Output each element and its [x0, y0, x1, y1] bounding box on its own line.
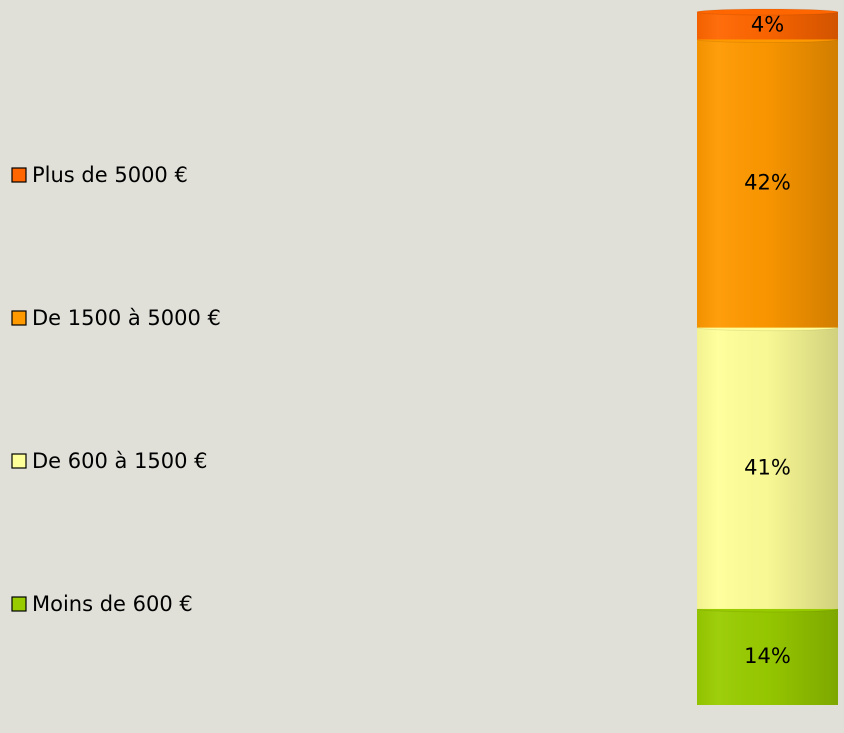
legend-swatch [11, 596, 27, 612]
legend-swatch [11, 310, 27, 326]
bar-shade [697, 327, 838, 609]
legend-swatch [11, 453, 27, 469]
bar-shade [697, 608, 838, 705]
data-label: 4% [751, 13, 784, 37]
data-label: 41% [744, 455, 791, 479]
bar-shade [697, 12, 838, 40]
legend-label: Plus de 5000 € [32, 163, 188, 187]
legend-label: Moins de 600 € [32, 592, 193, 616]
legend-label: De 1500 à 5000 € [32, 306, 221, 330]
legend-swatch [11, 167, 27, 183]
segment-edge [696, 8, 839, 16]
data-label: 14% [744, 644, 791, 668]
legend-label: De 600 à 1500 € [32, 449, 208, 473]
data-label: 42% [744, 171, 791, 195]
bar-shade [697, 39, 838, 328]
